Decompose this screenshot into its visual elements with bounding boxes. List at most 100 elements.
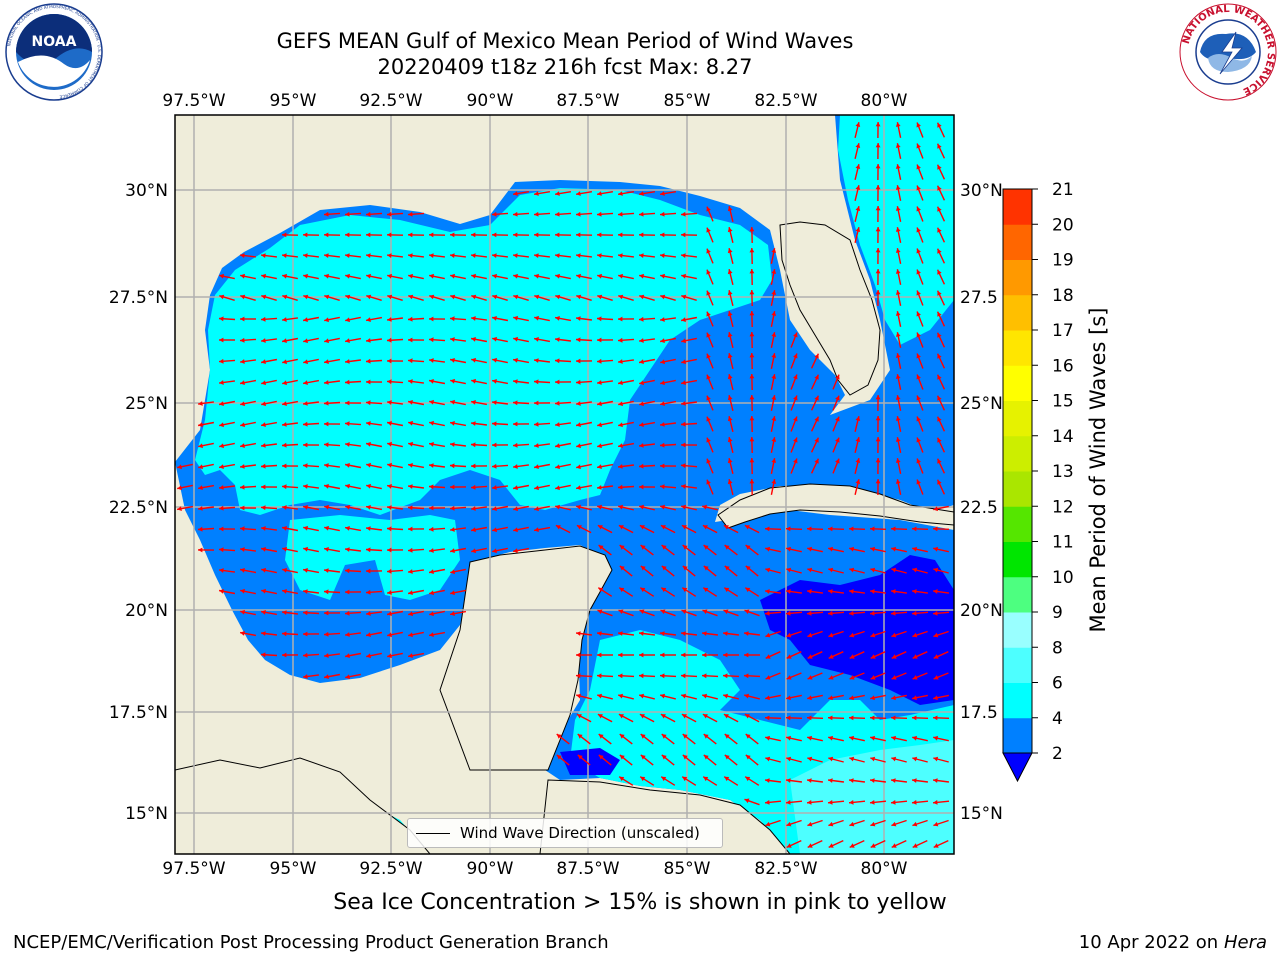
- wind-wave-arrowhead: [556, 754, 562, 760]
- wind-wave-arrowhead: [597, 652, 602, 658]
- wind-wave-arrowhead: [870, 632, 876, 638]
- wind-wave-arrowhead: [324, 589, 329, 595]
- wind-wave-arrowhead: [261, 401, 266, 407]
- wind-wave-arrowhead: [749, 248, 755, 253]
- wind-wave-arrowhead: [706, 227, 711, 233]
- wind-wave-arrowhead: [828, 778, 833, 783]
- wind-wave-arrowhead: [870, 675, 876, 680]
- wind-wave-arrowhead: [597, 380, 602, 385]
- wind-wave-arrowhead: [916, 164, 921, 170]
- wind-wave-arrowhead: [870, 821, 876, 827]
- wind-wave-arrowhead: [303, 359, 308, 365]
- wind-wave-arrowhead: [513, 358, 518, 363]
- wind-wave-arrowhead: [534, 421, 539, 427]
- wind-wave-arrowhead: [471, 294, 477, 300]
- wind-wave-arrowhead: [366, 294, 372, 300]
- wind-wave-arrowhead: [749, 353, 755, 358]
- wind-wave-arrowhead: [849, 610, 854, 616]
- wind-wave-arrowhead: [387, 590, 392, 595]
- wind-wave-arrowhead: [875, 185, 881, 190]
- colorbar-segment: [1003, 294, 1032, 331]
- wind-wave-arrowhead: [513, 379, 518, 384]
- wind-wave-arrowhead: [660, 232, 665, 238]
- lon-tick-bottom: 82.5°W: [754, 859, 817, 879]
- wind-wave-arrowhead: [324, 273, 329, 279]
- wind-wave-arrowhead: [303, 294, 309, 300]
- wind-wave-arrowhead: [618, 191, 623, 196]
- wind-wave-arrowhead: [895, 374, 901, 379]
- wind-wave-arrowhead: [723, 525, 729, 530]
- wind-wave-arrowhead: [261, 294, 267, 300]
- colorbar-segment: [1003, 259, 1032, 296]
- wind-wave-arrowhead: [702, 693, 707, 699]
- wind-wave-arrowhead: [366, 462, 371, 468]
- wind-wave-arrowhead: [597, 673, 602, 679]
- wind-wave-arrowhead: [555, 358, 560, 364]
- wind-wave-arrowhead: [660, 359, 665, 365]
- wind-wave-arrowhead: [387, 211, 392, 217]
- wind-wave-arrowhead: [387, 484, 392, 489]
- wind-wave-arrowhead: [324, 610, 329, 616]
- wind-wave-arrowhead: [855, 143, 861, 148]
- wind-wave-arrowhead: [660, 253, 665, 258]
- wind-wave-arrowhead: [618, 337, 623, 343]
- wind-wave-arrowhead: [345, 483, 350, 489]
- wind-wave-arrowhead: [891, 589, 896, 594]
- wind-wave-arrowhead: [771, 248, 777, 253]
- wind-wave-arrowhead: [891, 800, 896, 805]
- wind-wave-arrowhead: [303, 273, 308, 279]
- wind-wave-arrowhead: [345, 253, 350, 258]
- wind-wave-arrowhead: [793, 395, 798, 401]
- wind-wave-arrowhead: [724, 776, 730, 782]
- wind-wave-arrowhead: [706, 416, 711, 422]
- wind-wave-arrowhead: [513, 400, 518, 406]
- wind-wave-arrowhead: [895, 269, 901, 274]
- wind-wave-arrowhead: [492, 211, 497, 217]
- wind-wave-arrowhead: [240, 609, 245, 615]
- wind-wave-arrowhead: [661, 587, 667, 593]
- wind-wave-arrowhead: [619, 754, 625, 760]
- wind-wave-arrowhead: [744, 525, 750, 530]
- wind-wave-arrowhead: [744, 631, 749, 636]
- wind-wave-arrowhead: [744, 714, 750, 719]
- wind-wave-arrowhead: [933, 654, 939, 659]
- wind-wave-arrowhead: [387, 232, 392, 238]
- wind-wave-arrowhead: [282, 338, 287, 343]
- wind-wave-arrowhead: [492, 357, 497, 363]
- wind-wave-arrowhead: [807, 756, 813, 762]
- wind-wave-arrowhead: [849, 526, 854, 532]
- wind-wave-arrowhead: [639, 609, 645, 614]
- wind-wave-arrowhead: [682, 754, 688, 760]
- wind-wave-arrowhead: [261, 610, 266, 615]
- wind-wave-arrowhead: [706, 437, 711, 443]
- wind-wave-arrowhead: [895, 332, 901, 337]
- footer-credit: NCEP/EMC/Verification Post Processing Pr…: [13, 932, 609, 953]
- wind-wave-arrowhead: [219, 464, 224, 469]
- wind-wave-arrowhead: [282, 631, 287, 637]
- wind-wave-arrowhead: [534, 506, 539, 512]
- wind-wave-arrowhead: [324, 253, 329, 258]
- wind-wave-arrowhead: [912, 526, 917, 532]
- wind-wave-arrowhead: [875, 437, 881, 442]
- colorbar-segment: [1003, 224, 1032, 260]
- wind-wave-arrowhead: [639, 504, 644, 510]
- wind-wave-arrowhead: [429, 505, 434, 511]
- wind-wave-arrowhead: [324, 674, 329, 679]
- colorbar-tick-label: 15: [1052, 392, 1074, 412]
- wind-wave-arrowhead: [849, 800, 854, 805]
- wind-wave-arrowhead: [387, 337, 392, 343]
- wind-wave-arrowhead: [828, 756, 834, 762]
- wind-wave-arrowhead: [345, 338, 350, 343]
- wind-wave-arrowhead: [744, 798, 750, 804]
- wind-wave-arrowhead: [576, 273, 581, 279]
- wind-wave-arrowhead: [345, 568, 350, 574]
- wind-wave-arrowhead: [807, 821, 813, 827]
- wind-wave-arrowhead: [765, 756, 771, 762]
- lat-tick-right: 27.5: [960, 288, 998, 308]
- wind-wave-arrowhead: [660, 504, 665, 510]
- wind-wave-arrowhead: [682, 587, 688, 593]
- wind-wave-arrowhead: [597, 693, 602, 699]
- wind-wave-arrowhead: [828, 843, 834, 848]
- wind-wave-arrowhead: [639, 294, 645, 300]
- wind-wave-arrowhead: [727, 269, 733, 275]
